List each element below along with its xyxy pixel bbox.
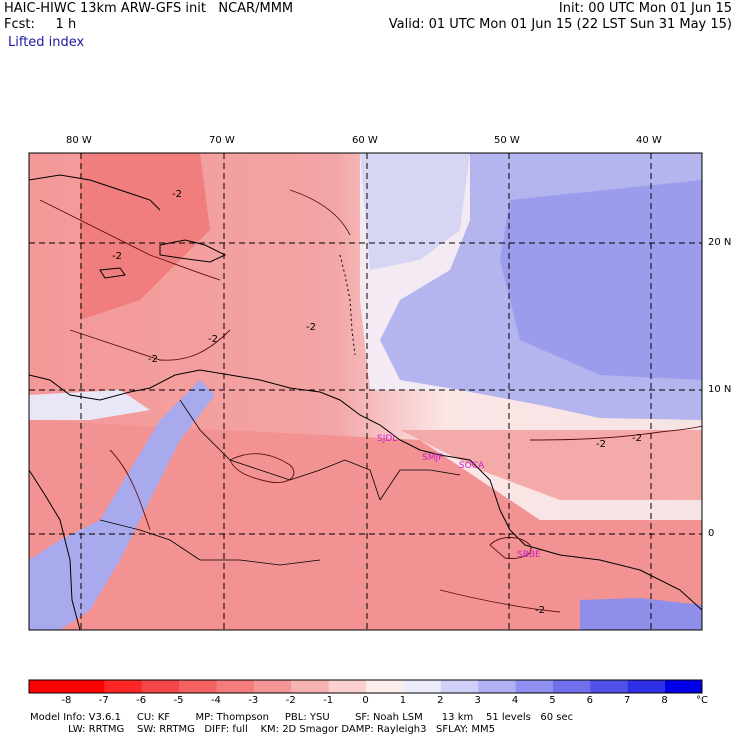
stable-south-east [580, 598, 702, 630]
colorbar-label: 3 [474, 695, 481, 706]
jamaica-coast [99, 267, 126, 279]
unstable-caribbean [80, 153, 210, 320]
stable-region-core [500, 180, 702, 380]
colorbar-label: 5 [549, 695, 556, 706]
border-ecuador [99, 519, 201, 561]
contour-label: -2 [208, 334, 218, 345]
colorbar-swatch [103, 680, 142, 693]
colorbar-label: 0 [362, 695, 369, 706]
model-info-line1: Model Info: V3.6.1 CU: KF MP: Thompson P… [30, 712, 574, 723]
colorbar-swatch [589, 680, 628, 693]
colorbar-label: -2 [285, 695, 296, 706]
valid-time: Valid: 01 UTC Mon 01 Jun 15 (22 LST Sun … [388, 17, 732, 32]
colorbar-label: -4 [210, 695, 221, 706]
station-sbbe: SBBE [517, 550, 541, 560]
lon-label-70w: 70 W [209, 135, 235, 146]
country-borders [99, 399, 461, 566]
contours [39, 189, 702, 613]
colorbar-label: 8 [661, 695, 668, 706]
weak-stable-region [360, 153, 470, 270]
lat-label-10n: 10 N [708, 384, 732, 395]
hispaniola-coast [159, 239, 227, 263]
map-panel: -2 -2 -2 -2 -2 -2 -2 -2 SJDL SMJP SOCA S… [29, 153, 702, 630]
contour-labels: -2 -2 -2 -2 -2 -2 -2 -2 [112, 189, 642, 616]
colorbar-label: 6 [586, 695, 594, 706]
colorbar-frame [28, 679, 703, 694]
stable-panama [29, 390, 150, 420]
colorbar-swatch [178, 680, 217, 693]
colorbar-swatch [477, 680, 516, 693]
colorbar-label: -1 [323, 695, 334, 706]
contour-line [439, 589, 561, 613]
colorbar-swatch [215, 680, 254, 693]
colorbar-swatch [365, 680, 404, 693]
unstable-band-east [400, 430, 702, 500]
lon-label-60w: 60 W [352, 135, 378, 146]
cuba-coast [29, 174, 161, 211]
colorbar-swatch [402, 680, 441, 693]
field-name: Lifted index [8, 35, 85, 50]
station-soca: SOCA [459, 461, 485, 471]
contour-label: -2 [148, 354, 158, 365]
forecast-hour: Fcst: 1 h [4, 17, 77, 32]
model-info-line2: LW: RRTMG SW: RRTMG DIFF: full KM: 2D Sm… [30, 724, 495, 735]
contour-line [69, 329, 231, 361]
colorbar-swatch [29, 680, 67, 693]
lon-label-80w: 80 W [66, 135, 92, 146]
lat-label-0: 0 [708, 528, 715, 539]
colorbar-label: -7 [98, 695, 109, 706]
colorbar-swatch [66, 680, 105, 693]
colorbar-swatch [141, 680, 180, 693]
contour-label: -2 [306, 322, 316, 333]
contour-label: -2 [596, 439, 606, 450]
colorbar-swatch [253, 680, 292, 693]
colorbar [28, 679, 703, 694]
border-colombia-venezuela [179, 399, 381, 501]
lon-label-40w: 40 W [636, 135, 662, 146]
station-smjp: SMJP [422, 453, 444, 463]
contour-label: -2 [172, 189, 182, 200]
colorbar-swatch [440, 680, 479, 693]
colorbar-label: 7 [624, 695, 631, 706]
pacific-coast [29, 469, 81, 630]
contour-line [489, 537, 532, 559]
colorbar-label: -6 [136, 695, 147, 706]
colorbar-swatch [627, 680, 666, 693]
init-time: Init: 00 UTC Mon 01 Jun 15 [558, 1, 732, 16]
border-peru [200, 559, 321, 566]
colorbar-swatch [328, 680, 366, 693]
contour-line [529, 425, 702, 441]
map-frame [28, 152, 703, 631]
contour-label: -2 [112, 251, 122, 262]
model-title: HAIC-HIWC 13km ARW-GFS init NCAR/MMM [4, 1, 294, 16]
colorbar-label: 4 [511, 695, 519, 706]
colorbar-label: -3 [248, 695, 259, 706]
colorbar-label: -5 [173, 695, 184, 706]
lon-label-50w: 50 W [494, 135, 520, 146]
andes-stable-strip [29, 380, 215, 630]
unstable-region-south [29, 420, 702, 630]
station-sjdl: SJDL [377, 434, 397, 444]
colorbar-unit: °C [696, 695, 708, 706]
colorbar-label: 1 [399, 695, 407, 706]
colorbar-swatch [290, 680, 329, 693]
contour-label: -2 [632, 433, 642, 444]
colorbar-swatch [552, 680, 591, 693]
colorbar-swatch [664, 680, 703, 693]
colorbar-label: 2 [437, 695, 444, 706]
lesser-antilles [339, 254, 356, 356]
contour-line [109, 449, 151, 531]
contour-line [39, 199, 221, 281]
contour-label: -2 [535, 605, 545, 616]
lat-label-20n: 20 N [708, 237, 732, 248]
contour-line [289, 189, 351, 236]
contour-line [229, 453, 295, 483]
colorbar-label: -8 [61, 695, 72, 706]
colorbar-swatch [515, 680, 553, 693]
station-labels: SJDL SMJP SOCA SBBE [377, 434, 541, 560]
graticule [29, 153, 702, 630]
border-guyana [379, 469, 461, 501]
